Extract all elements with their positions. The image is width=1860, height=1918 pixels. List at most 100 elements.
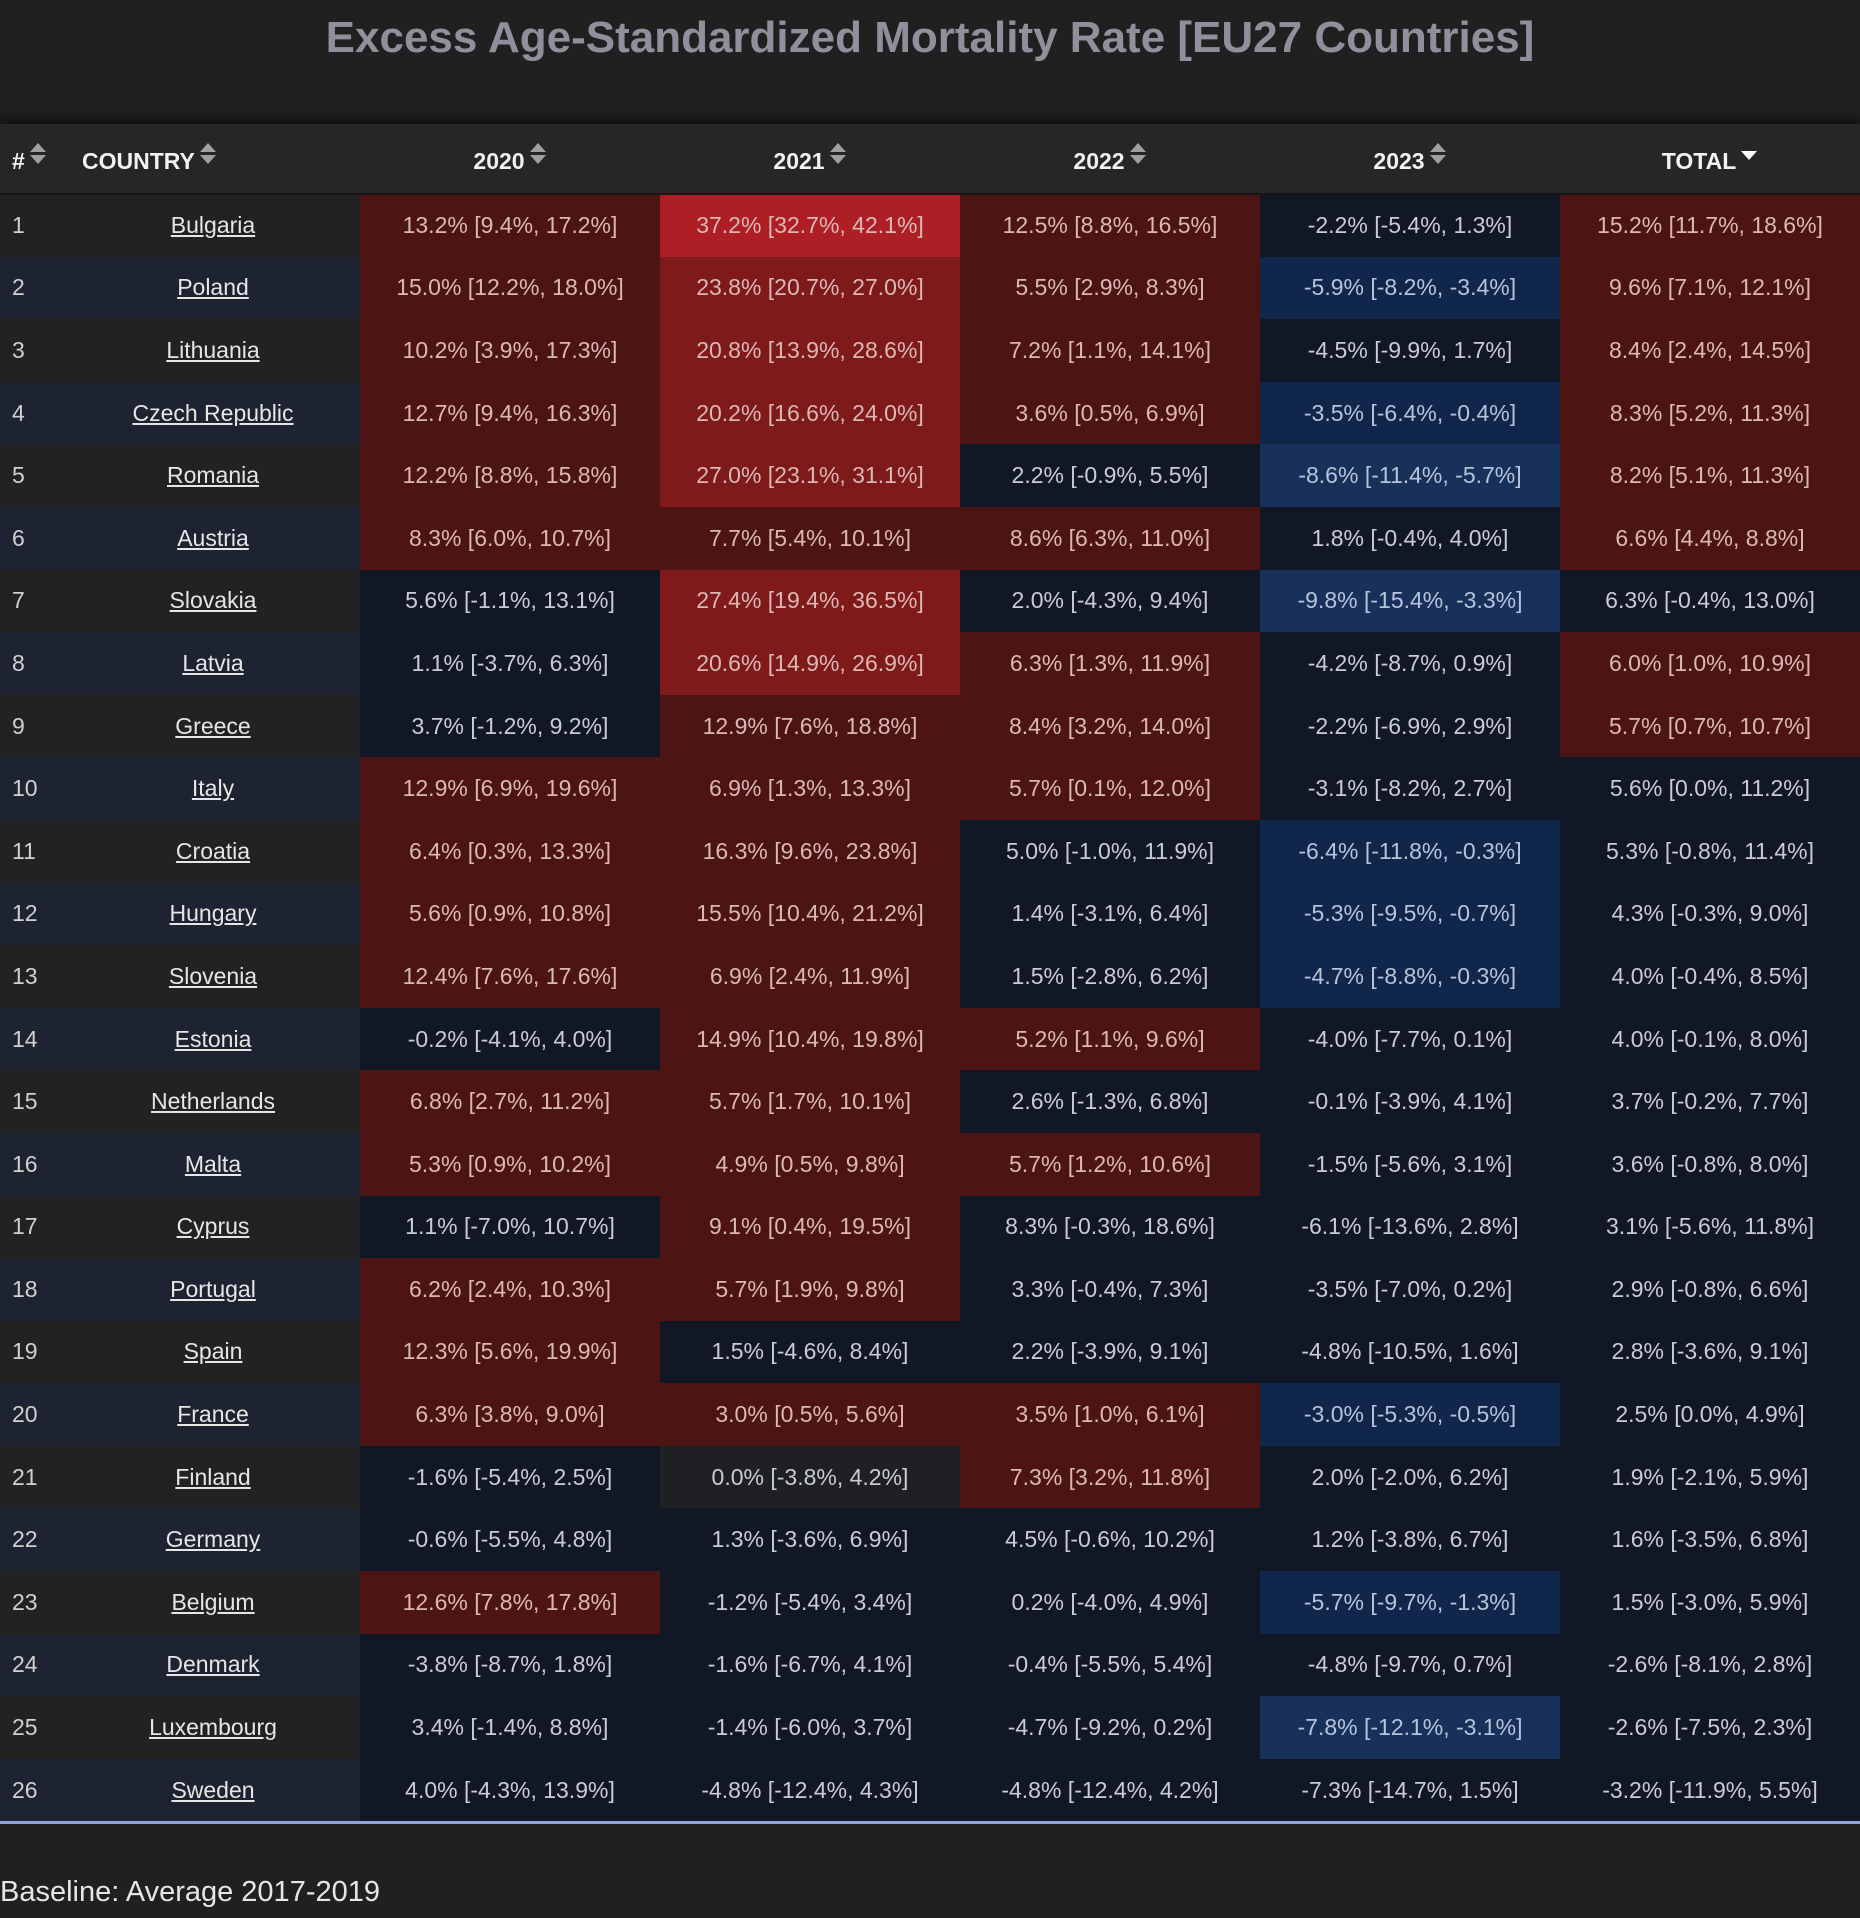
value-cell-y2023: 1.8% [-0.4%, 4.0%] xyxy=(1260,506,1560,570)
country-link[interactable]: Poland xyxy=(177,274,249,301)
value-cell-y2021: 27.0% [23.1%, 31.1%] xyxy=(660,444,960,507)
value-cell-y2020: 10.2% [3.9%, 17.3%] xyxy=(360,319,660,382)
country-link[interactable]: Estonia xyxy=(174,1025,252,1052)
value-cell-y2020: 4.0% [-4.3%, 13.9%] xyxy=(360,1758,660,1822)
table-row: 21 Finland -1.6% [-5.4%, 2.5%] 0.0% [-3.8%,… xyxy=(0,1445,1860,1509)
value-cell-y2022: 5.5% [2.9%, 8.3%] xyxy=(960,256,1260,320)
country-link[interactable]: Latvia xyxy=(182,649,244,676)
column-header-y2023[interactable]: 2023 xyxy=(1260,124,1560,195)
country-link[interactable]: Lithuania xyxy=(166,336,260,363)
value-cell-y2021: 20.2% [16.6%, 24.0%] xyxy=(660,381,960,445)
value-cell-y2021: 9.1% [0.4%, 19.5%] xyxy=(660,1195,960,1259)
value-cell-y2020: 3.4% [-1.4%, 8.8%] xyxy=(360,1696,660,1759)
table-row: 22 Germany -0.6% [-5.5%, 4.8%] 1.3% [-3.6%,… xyxy=(0,1508,1860,1572)
rank-cell: 5 xyxy=(0,444,66,507)
value-cell-y2023: -0.1% [-3.9%, 4.1%] xyxy=(1260,1070,1560,1133)
value-cell-y2021: 6.9% [2.4%, 11.9%] xyxy=(660,945,960,1008)
country-cell: Czech Republic xyxy=(66,381,360,445)
country-link[interactable]: Austria xyxy=(177,524,249,551)
value-cell-total: 1.6% [-3.5%, 6.8%] xyxy=(1560,1508,1860,1572)
country-link[interactable]: Spain xyxy=(183,1338,243,1365)
sort-icon[interactable] xyxy=(1429,142,1447,167)
value-cell-y2021: 23.8% [20.7%, 27.0%] xyxy=(660,256,960,320)
country-link[interactable]: Romania xyxy=(166,462,260,489)
rank-cell: 8 xyxy=(0,632,66,695)
rank-cell: 25 xyxy=(0,1696,66,1759)
rank-cell: 11 xyxy=(0,819,66,883)
value-cell-y2021: -1.4% [-6.0%, 3.7%] xyxy=(660,1696,960,1759)
column-header-y2020[interactable]: 2020 xyxy=(360,124,660,195)
country-cell: Croatia xyxy=(66,819,360,883)
table-row: 14 Estonia -0.2% [-4.1%, 4.0%] 14.9% [10.4%… xyxy=(0,1007,1860,1071)
country-cell: Netherlands xyxy=(66,1070,360,1133)
country-link[interactable]: Belgium xyxy=(171,1588,255,1615)
column-header-label: 2020 xyxy=(473,147,525,174)
column-header-label: 2021 xyxy=(773,147,825,174)
country-link[interactable]: Cyprus xyxy=(176,1213,250,1240)
value-cell-y2022: 12.5% [8.8%, 16.5%] xyxy=(960,194,1260,257)
value-cell-y2020: -0.6% [-5.5%, 4.8%] xyxy=(360,1508,660,1572)
country-link[interactable]: Czech Republic xyxy=(132,399,294,426)
value-cell-total: -2.6% [-7.5%, 2.3%] xyxy=(1560,1696,1860,1759)
country-link[interactable]: Portugal xyxy=(170,1275,256,1302)
country-link[interactable]: Luxembourg xyxy=(149,1714,277,1741)
value-cell-y2021: 20.6% [14.9%, 26.9%] xyxy=(660,632,960,695)
country-cell: Malta xyxy=(66,1132,360,1196)
value-cell-y2020: 5.3% [0.9%, 10.2%] xyxy=(360,1132,660,1196)
table-row: 20 France 6.3% [3.8%, 9.0%] 3.0% [0.5%, 5.6… xyxy=(0,1383,1860,1446)
value-cell-y2021: 3.0% [0.5%, 5.6%] xyxy=(660,1383,960,1446)
country-link[interactable]: Croatia xyxy=(175,837,251,864)
sort-icon[interactable] xyxy=(829,142,847,167)
country-link[interactable]: Slovakia xyxy=(169,587,257,614)
value-cell-y2021: 6.9% [1.3%, 13.3%] xyxy=(660,757,960,820)
value-cell-y2023: -1.5% [-5.6%, 3.1%] xyxy=(1260,1132,1560,1196)
value-cell-y2022: 3.3% [-0.4%, 7.3%] xyxy=(960,1258,1260,1321)
sort-icon[interactable] xyxy=(529,142,547,167)
sort-icon[interactable] xyxy=(199,142,217,167)
mortality-table: # COUNTRY 2020 2021 2022 2023 TOTAL 1 Bulgaria 1… xyxy=(0,124,1860,1822)
value-cell-y2021: -1.6% [-6.7%, 4.1%] xyxy=(660,1633,960,1697)
sort-icon[interactable] xyxy=(29,142,47,167)
rank-cell: 16 xyxy=(0,1132,66,1196)
column-header-y2021[interactable]: 2021 xyxy=(660,124,960,195)
table-row: 2 Poland 15.0% [12.2%, 18.0%] 23.8% [20.7%,… xyxy=(0,256,1860,320)
value-cell-y2023: -4.8% [-9.7%, 0.7%] xyxy=(1260,1633,1560,1697)
sort-desc-icon[interactable] xyxy=(1740,143,1758,167)
country-link[interactable]: Greece xyxy=(175,712,251,739)
country-cell: Lithuania xyxy=(66,319,360,382)
column-header-num[interactable]: # xyxy=(0,124,66,195)
table-bottom-border xyxy=(0,1821,1860,1825)
value-cell-y2023: -8.6% [-11.4%, -5.7%] xyxy=(1260,444,1560,507)
table-body: 1 Bulgaria 13.2% [9.4%, 17.2%] 37.2% [32.7%… xyxy=(0,194,1860,1822)
country-link[interactable]: Slovenia xyxy=(168,962,258,989)
column-header-country[interactable]: COUNTRY xyxy=(66,124,360,195)
value-cell-y2022: 1.5% [-2.8%, 6.2%] xyxy=(960,945,1260,1008)
country-link[interactable]: Italy xyxy=(191,775,235,802)
column-header-total[interactable]: TOTAL xyxy=(1560,124,1860,195)
value-cell-y2021: 4.9% [0.5%, 9.8%] xyxy=(660,1132,960,1196)
country-link[interactable]: Hungary xyxy=(169,900,257,927)
country-link[interactable]: Malta xyxy=(184,1150,242,1177)
country-link[interactable]: France xyxy=(177,1401,249,1428)
value-cell-y2021: 1.3% [-3.6%, 6.9%] xyxy=(660,1508,960,1572)
table-row: 4 Czech Republic 12.7% [9.4%, 16.3%] 20.2% … xyxy=(0,381,1860,445)
table-row: 6 Austria 8.3% [6.0%, 10.7%] 7.7% [5.4%, 10… xyxy=(0,506,1860,570)
value-cell-total: 8.3% [5.2%, 11.3%] xyxy=(1560,381,1860,445)
table-row: 17 Cyprus 1.1% [-7.0%, 10.7%] 9.1% [0.4%, 1… xyxy=(0,1195,1860,1259)
column-header-y2022[interactable]: 2022 xyxy=(960,124,1260,195)
country-link[interactable]: Denmark xyxy=(166,1651,260,1678)
value-cell-total: 9.6% [7.1%, 12.1%] xyxy=(1560,256,1860,320)
country-link[interactable]: Bulgaria xyxy=(170,212,256,239)
rank-cell: 10 xyxy=(0,757,66,820)
rank-cell: 6 xyxy=(0,506,66,570)
value-cell-y2020: 12.2% [8.8%, 15.8%] xyxy=(360,444,660,507)
table-row: 7 Slovakia 5.6% [-1.1%, 13.1%] 27.4% [19.4%… xyxy=(0,569,1860,633)
sort-icon[interactable] xyxy=(1129,142,1147,167)
rank-cell: 2 xyxy=(0,256,66,320)
country-link[interactable]: Sweden xyxy=(171,1776,255,1803)
country-link[interactable]: Finland xyxy=(175,1463,251,1490)
country-link[interactable]: Germany xyxy=(165,1526,261,1553)
country-cell: Romania xyxy=(66,444,360,507)
country-link[interactable]: Netherlands xyxy=(150,1088,276,1115)
rank-cell: 23 xyxy=(0,1571,66,1634)
